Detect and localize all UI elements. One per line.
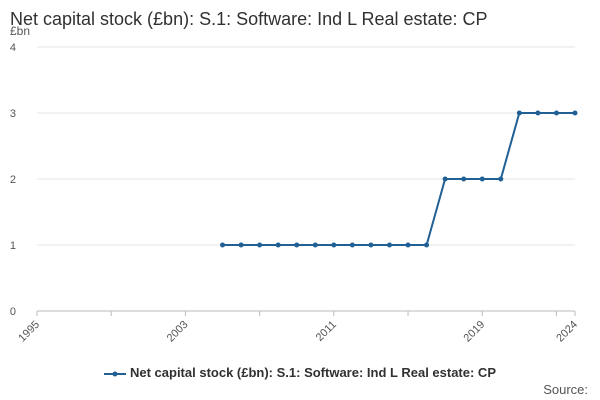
data-point — [275, 242, 281, 248]
y-tick-label: 0 — [10, 306, 16, 318]
y-tick-label: 1 — [10, 240, 16, 252]
y-tick-label: 4 — [10, 42, 16, 54]
source-label: Source: — [543, 382, 588, 397]
data-point — [349, 242, 355, 248]
y-tick-label: 2 — [10, 174, 16, 186]
x-tick-label: 2024 — [554, 319, 580, 345]
data-point — [312, 242, 318, 248]
data-point — [461, 176, 467, 182]
y-tick-label: 3 — [10, 108, 16, 120]
data-point — [424, 242, 430, 248]
data-point — [442, 176, 448, 182]
data-point — [553, 110, 559, 116]
data-point — [220, 242, 226, 248]
data-point — [572, 110, 578, 116]
data-point — [294, 242, 300, 248]
legend-label: Net capital stock (£bn): S.1: Software: … — [129, 365, 496, 380]
legend-swatch-icon — [103, 371, 126, 377]
gridlines — [37, 46, 575, 246]
data-point — [386, 242, 392, 248]
data-point — [535, 110, 541, 116]
data-point — [498, 176, 504, 182]
data-point — [368, 242, 374, 248]
data-point — [516, 110, 522, 116]
x-tick-label: 2003 — [165, 319, 191, 345]
x-tick-label: 2011 — [314, 319, 339, 344]
data-point — [405, 242, 411, 248]
legend[interactable]: Net capital stock (£bn): S.1: Software: … — [0, 365, 600, 380]
data-point — [331, 242, 337, 248]
data-point — [479, 176, 485, 182]
data-point — [238, 242, 244, 248]
x-tick-label: 2019 — [462, 319, 488, 345]
axes: 0 1 2 3 4 1995 2003 2011 2019 2024 — [10, 42, 580, 344]
y-axis-label: £bn — [10, 24, 30, 38]
x-tick-label: 1995 — [16, 319, 42, 345]
chart-title: Net capital stock (£bn): S.1: Software: … — [10, 9, 488, 29]
series-line — [222, 112, 575, 246]
series-layer — [220, 110, 578, 248]
data-point — [257, 242, 263, 248]
